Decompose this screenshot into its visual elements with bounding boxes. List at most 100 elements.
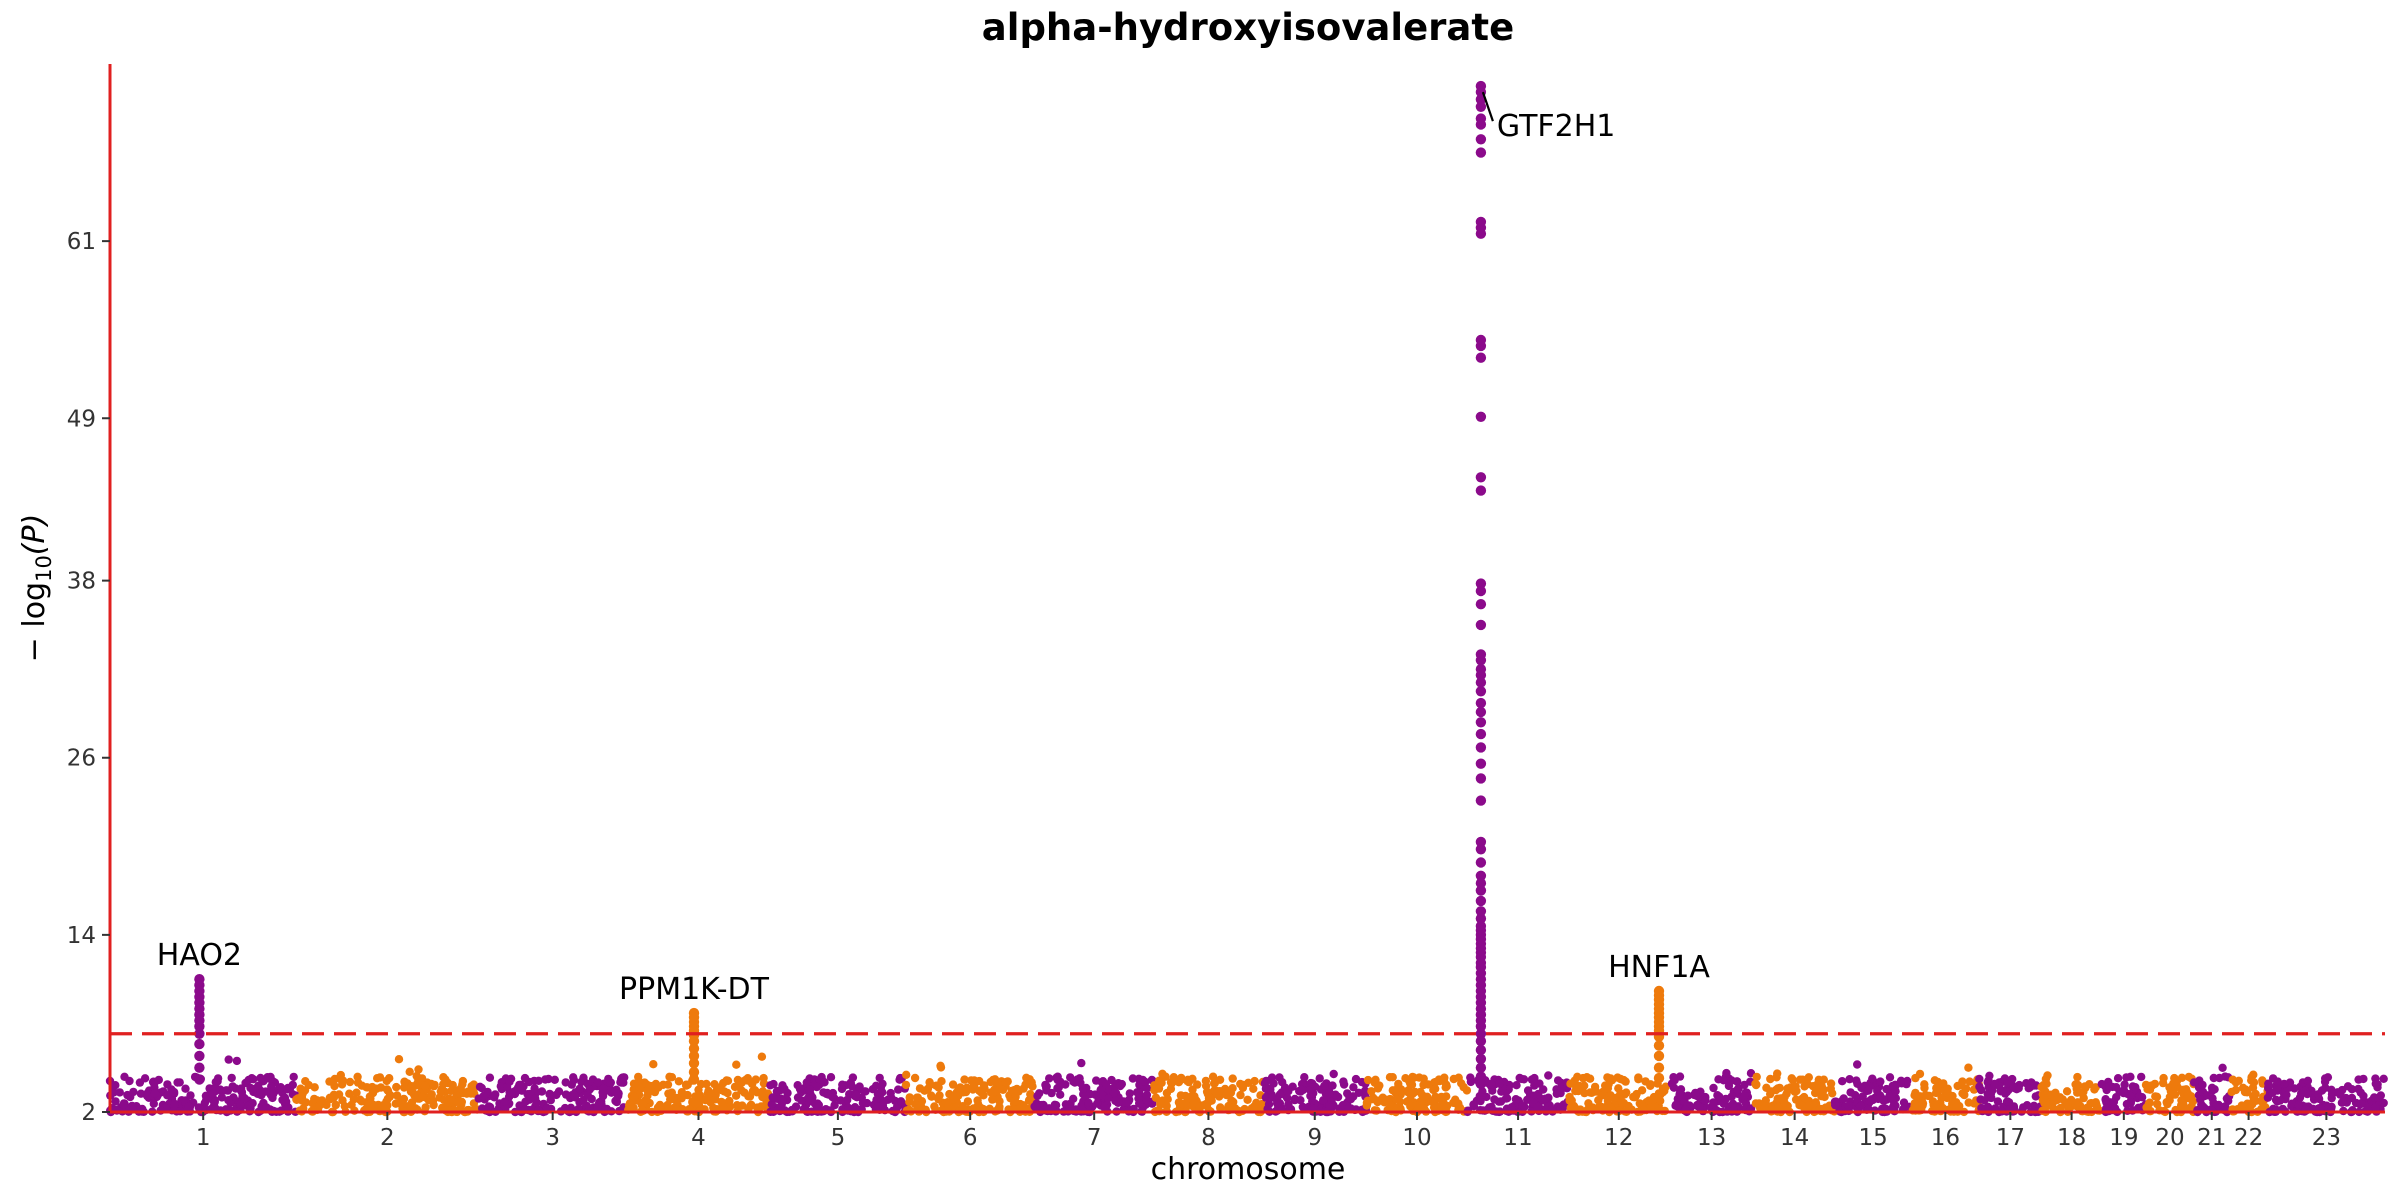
peak-snp-point [1475, 686, 1487, 697]
snp-point [371, 1084, 380, 1094]
snp-point [345, 1077, 355, 1087]
snp-point [1177, 1099, 1187, 1108]
snp-point [759, 1073, 768, 1083]
snp-point [1844, 1101, 1854, 1111]
snp-point [184, 1102, 193, 1111]
snp-point [619, 1078, 628, 1087]
snp-point [1719, 1076, 1728, 1085]
snp-point [1156, 1100, 1165, 1109]
peak-snp-point [1475, 773, 1487, 784]
snp-point [2343, 1082, 2353, 1091]
snp-point [267, 1082, 276, 1091]
snp-point [1885, 1073, 1895, 1082]
snp-point [418, 1092, 427, 1102]
x-tick-label: 13 [1697, 1125, 1726, 1151]
snp-point [154, 1075, 163, 1085]
peak-snp-point [1475, 895, 1487, 907]
snp-point [1617, 1097, 1626, 1106]
snp-point [1284, 1100, 1293, 1109]
peak-snp-point [1475, 1035, 1487, 1047]
snp-point [963, 1097, 973, 1106]
snp-point [1354, 1088, 1364, 1098]
snp-point [297, 1092, 306, 1101]
snp-point [1078, 1084, 1088, 1093]
snp-point [1975, 1074, 1984, 1084]
snp-point [1215, 1075, 1225, 1085]
snp-point [733, 1075, 743, 1085]
peak-snp-point [1475, 411, 1487, 422]
snp-point [1964, 1063, 1973, 1072]
snp-point [208, 1089, 217, 1098]
peak-snp-point [1475, 485, 1487, 496]
snp-point [2280, 1079, 2289, 1089]
snp-point [570, 1093, 580, 1102]
snp-point [1351, 1074, 1361, 1084]
snp-point [732, 1060, 741, 1069]
snp-point [1595, 1102, 1604, 1111]
snp-point [1566, 1079, 1575, 1088]
x-tick-label: 14 [1780, 1125, 1809, 1151]
snp-point [1035, 1089, 1044, 1098]
snp-point [1128, 1074, 1138, 1083]
snp-point [1243, 1095, 1252, 1105]
y-tick-label: 61 [67, 229, 96, 255]
snp-point [593, 1078, 603, 1087]
peak-snp-point [688, 1043, 700, 1054]
snp-point [1382, 1095, 1392, 1105]
snp-point [349, 1095, 358, 1104]
snp-point [2231, 1078, 2241, 1087]
snp-point [1507, 1103, 1516, 1112]
peak-points [194, 80, 1665, 1090]
snp-point [289, 1072, 298, 1082]
peak-snp-point [1475, 844, 1487, 855]
peak-snp-point [1475, 878, 1487, 889]
snp-point [1069, 1094, 1078, 1104]
snp-point [552, 1090, 561, 1100]
snp-point [1216, 1103, 1225, 1112]
snp-point [2073, 1072, 2082, 1082]
snp-point [848, 1073, 858, 1082]
snp-point [1405, 1076, 1414, 1086]
snp-point [927, 1092, 936, 1101]
snp-point [2314, 1090, 2323, 1099]
x-tick-label: 7 [1087, 1125, 1102, 1151]
snp-point [397, 1099, 406, 1109]
snp-point [1116, 1081, 1125, 1091]
snp-point [1403, 1087, 1413, 1097]
snp-point [500, 1097, 509, 1106]
peak-snp-point [1475, 472, 1487, 483]
snp-point [1053, 1075, 1062, 1085]
snp-point [373, 1074, 382, 1083]
snp-point [1943, 1088, 1953, 1098]
peak-snp-point [194, 1021, 205, 1032]
snp-point [956, 1083, 965, 1092]
snp-point [1392, 1094, 1401, 1104]
snp-point [282, 1097, 291, 1106]
snp-point [345, 1089, 354, 1098]
snp-point [365, 1092, 375, 1101]
snp-point [2275, 1096, 2285, 1105]
snp-point [886, 1088, 895, 1098]
snp-point [772, 1087, 782, 1096]
snp-point [169, 1087, 179, 1097]
snp-point [2137, 1093, 2147, 1102]
peak-snp-point [1475, 669, 1487, 681]
snp-point [382, 1076, 391, 1086]
snp-point [2303, 1076, 2313, 1086]
snp-point [1740, 1091, 1749, 1101]
snp-point [1077, 1058, 1086, 1068]
snp-point [2198, 1102, 2208, 1111]
snp-point [2251, 1096, 2261, 1106]
peak-snp-point [1475, 1028, 1487, 1040]
snp-point [2090, 1085, 2099, 1094]
y-axis-ticks: 2 14 26 38 49 61 [67, 229, 110, 1126]
snp-point [2037, 1082, 2046, 1092]
snp-point [1695, 1103, 1705, 1112]
snp-point [2184, 1072, 2194, 1082]
peak-snp-point [1475, 134, 1487, 145]
peak-snp-point [1475, 578, 1487, 589]
snp-point [534, 1076, 543, 1086]
snp-point [1846, 1088, 1855, 1097]
snp-point [1228, 1103, 1238, 1112]
